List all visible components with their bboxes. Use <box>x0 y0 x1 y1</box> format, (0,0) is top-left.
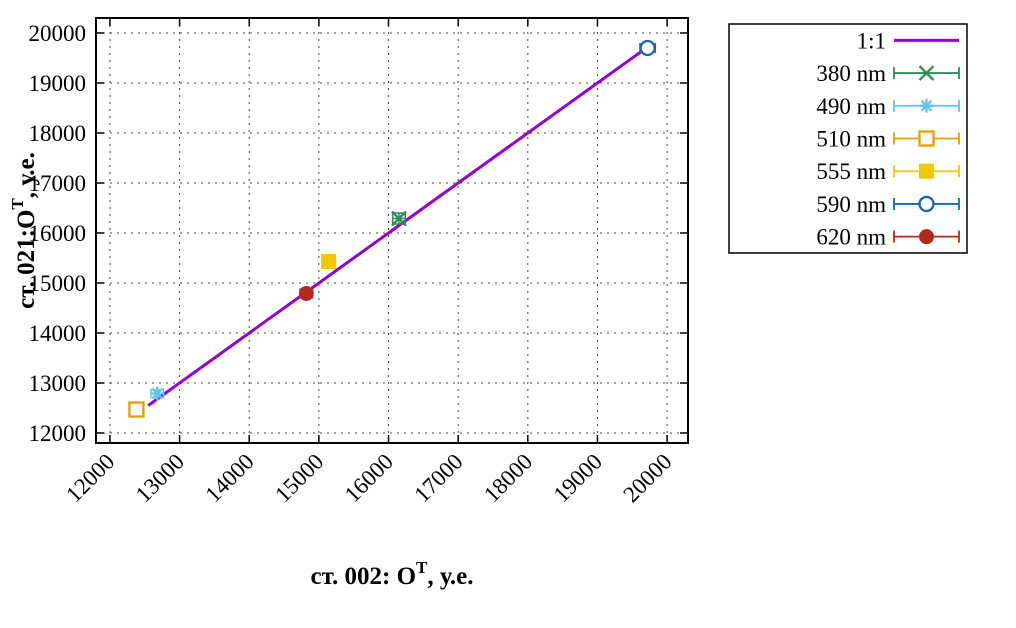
y-axis-label: ст. 021:OT, у.е. <box>8 152 40 309</box>
legend-label: 1:1 <box>857 28 886 53</box>
svg-text:17000: 17000 <box>29 171 87 196</box>
reference-line <box>147 43 652 407</box>
legend-label: 555 nm <box>816 159 886 184</box>
svg-text:15000: 15000 <box>270 449 328 507</box>
plot-grid <box>96 18 688 443</box>
legend: 1:1 380 nm 490 nm 510 nm 555 nm 590 nm 620 nm <box>728 23 968 254</box>
svg-text:14000: 14000 <box>29 321 87 346</box>
legend-label: 380 nm <box>816 61 886 86</box>
svg-text:ст. 002: OT, у.е.: ст. 002: OT, у.е. <box>311 558 474 590</box>
series-490nm <box>150 386 165 401</box>
svg-text:16000: 16000 <box>29 221 87 246</box>
series-380nm <box>391 210 407 227</box>
legend-label: 510 nm <box>816 127 886 152</box>
x-axis-tick-labels: 12000 13000 14000 15000 16000 17000 18000 19000… <box>61 449 677 507</box>
svg-text:12000: 12000 <box>29 421 87 446</box>
svg-text:20000: 20000 <box>29 21 87 46</box>
svg-text:18000: 18000 <box>29 121 87 146</box>
svg-text:17000: 17000 <box>409 449 467 507</box>
svg-text:ст. 021:OT, у.е.: ст. 021:OT, у.е. <box>8 152 40 309</box>
svg-text:19000: 19000 <box>29 71 87 96</box>
svg-text:20000: 20000 <box>618 449 676 507</box>
svg-text:13000: 13000 <box>131 449 189 507</box>
y-axis-tick-labels: 12000 13000 14000 15000 16000 17000 18000 19000… <box>29 21 87 446</box>
series-620nm <box>298 286 314 301</box>
svg-text:14000: 14000 <box>200 449 258 507</box>
series-590nm <box>639 39 657 57</box>
x-axis-label: ст. 002: OT, у.е. <box>311 558 474 590</box>
svg-text:12000: 12000 <box>61 449 119 507</box>
svg-text:18000: 18000 <box>479 449 537 507</box>
series-555nm <box>321 254 337 269</box>
svg-text:16000: 16000 <box>340 449 398 507</box>
legend-label: 620 nm <box>816 225 886 250</box>
svg-text:15000: 15000 <box>29 271 87 296</box>
plot-border <box>95 17 689 444</box>
legend-label: 490 nm <box>816 94 886 119</box>
series-510nm <box>128 401 145 418</box>
legend-label: 590 nm <box>816 192 886 217</box>
svg-text:19000: 19000 <box>549 449 607 507</box>
svg-text:13000: 13000 <box>29 371 87 396</box>
